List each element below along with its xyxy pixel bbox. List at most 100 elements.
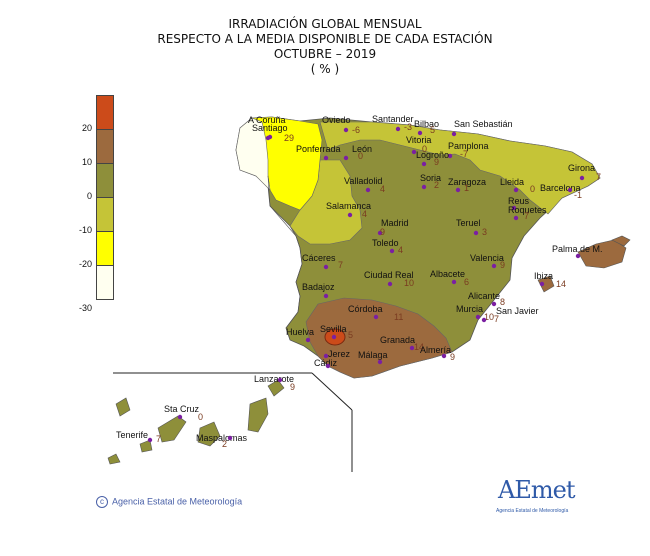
station-dot-cordoba	[373, 314, 379, 320]
station-value-toledo: 4	[398, 245, 403, 255]
station-value-teruel: 3	[482, 227, 487, 237]
station-label-lleida: Lleida	[500, 177, 524, 187]
station-value-madrid: 9	[380, 227, 385, 237]
station-label-cadiz: Cádiz	[314, 358, 338, 368]
station-value-vitoria: 0	[422, 144, 427, 154]
canary-box-diagonal	[311, 372, 353, 411]
station-value-ciudad-real: 10	[404, 278, 414, 288]
station-dot-zaragoza	[455, 187, 461, 193]
station-value-maspalomas: 2	[222, 439, 227, 449]
station-label-pamplona: Pamplona	[448, 141, 489, 151]
station-label-vitoria: Vitoria	[406, 135, 431, 145]
station-value-bilbao: 5	[430, 125, 435, 135]
station-label-salamanca: Salamanca	[326, 201, 371, 211]
ibiza-island	[537, 275, 555, 293]
menorca-island	[611, 235, 631, 247]
legend-label-10: 10	[81, 157, 92, 167]
station-dot-teruel	[473, 230, 479, 236]
station-label-ciudad-real: Ciudad Real	[364, 270, 414, 280]
station-dot-san-javier	[481, 317, 487, 323]
station-value-caceres: 7	[338, 260, 343, 270]
station-dot-madrid	[377, 230, 383, 236]
station-dot-lanzarote	[277, 377, 283, 383]
station-label-toledo: Toledo	[372, 238, 399, 248]
station-value-soria: 2	[434, 180, 439, 190]
station-label-sevilla: Sevilla	[320, 324, 347, 334]
station-label-bilbao: Bilbao	[414, 119, 439, 129]
station-dot-palma-de-m	[575, 253, 581, 259]
station-value-santander: -3	[404, 122, 412, 132]
station-value-salamanca: 4	[362, 209, 367, 219]
station-label-a-coruna: A Coruña	[248, 115, 286, 125]
station-label-sta-cruz: Sta Cruz	[164, 404, 200, 414]
mallorca-island	[577, 239, 627, 269]
station-dot-pamplona	[447, 153, 453, 159]
station-label-tenerife: Tenerife	[116, 430, 148, 440]
station-value-murcia: 10	[484, 312, 494, 322]
legend-label-minus20: -20	[78, 259, 92, 269]
station-dot-ponferrada	[323, 155, 329, 161]
station-dot-ciudad-real	[387, 281, 393, 287]
station-dot-san-sebastian	[451, 131, 457, 137]
station-value-cordoba: 11	[394, 312, 403, 322]
station-label-logrono: Logroño	[416, 150, 449, 160]
station-dot-almeria	[441, 353, 447, 359]
station-value-girona: 7	[596, 172, 601, 182]
station-dot-sta-cruz	[177, 414, 183, 420]
station-label-almeria: Almería	[420, 345, 451, 355]
station-value-granada: 14	[414, 342, 424, 352]
station-dot-caceres	[323, 264, 329, 270]
station-label-palma-de-m: Palma de M.	[552, 244, 603, 254]
map-subtitle: RESPECTO A LA MEDIA DISPONIBLE DE CADA E…	[157, 32, 493, 46]
station-label-badajoz: Badajoz	[302, 282, 335, 292]
station-dot-roquetes	[513, 215, 519, 221]
station-label-alicante: Alicante	[468, 291, 500, 301]
station-label-santander: Santander	[372, 114, 414, 124]
station-dot-granada	[409, 345, 415, 351]
aemet-logo-wordmark: AEmet	[498, 476, 575, 504]
station-dot-barcelona	[567, 187, 573, 193]
station-label-caceres: Cáceres	[302, 253, 336, 263]
station-dot-soria	[421, 184, 427, 190]
station-label-roquetes: Roquetes	[508, 205, 547, 215]
station-label-albacete: Albacete	[430, 269, 465, 279]
copyright-text: Agencia Estatal de Meteorología	[112, 496, 243, 507]
station-label-teruel: Teruel	[456, 218, 481, 228]
legend-swatch-very-low	[96, 265, 114, 300]
station-label-oviedo: Oviedo	[322, 115, 351, 125]
station-dot-toledo	[389, 248, 395, 254]
station-value-pamplona: -7	[460, 149, 468, 159]
station-value-san-javier: 7	[494, 314, 499, 324]
station-label-soria: Soria	[420, 173, 441, 183]
station-label-ibiza: Ibiza	[534, 271, 553, 281]
map-period: OCTUBRE – 2019	[273, 47, 377, 61]
station-value-sevilla: 5	[348, 330, 353, 340]
station-value-roquetes: 7	[524, 211, 529, 221]
station-dot-valencia	[491, 263, 497, 269]
station-value-sta-cruz: 0	[198, 412, 203, 422]
station-label-huelva: Huelva	[286, 327, 314, 337]
station-label-murcia: Murcia	[456, 304, 483, 314]
portugal-border	[267, 175, 303, 329]
station-dot-santiago	[265, 135, 271, 141]
station-label-zaragoza: Zaragoza	[448, 177, 486, 187]
station-value-barcelona: -1	[574, 190, 582, 200]
canary-islands	[107, 379, 285, 465]
aemet-logo: AEmet Agencia Estatal de Meteorología	[494, 476, 575, 518]
station-dot-santander	[395, 126, 401, 132]
station-dot-logrono	[421, 161, 427, 167]
legend-label-minus10: -10	[78, 225, 92, 235]
station-dot-valladolid	[365, 187, 371, 193]
station-dot-girona	[579, 175, 585, 181]
station-value-valladolid: 4	[380, 184, 385, 194]
station-dot-jerez	[323, 353, 329, 359]
station-dot-malaga	[377, 359, 383, 365]
region-gold	[319, 121, 601, 215]
legend-label-20: 20	[81, 123, 92, 133]
station-label-lanzarote: Lanzarote	[254, 374, 294, 384]
copyright-notice: c Agencia Estatal de Meteorología	[96, 496, 242, 508]
station-dot-cadiz	[325, 363, 331, 369]
station-value-tenerife: 7	[156, 434, 161, 444]
